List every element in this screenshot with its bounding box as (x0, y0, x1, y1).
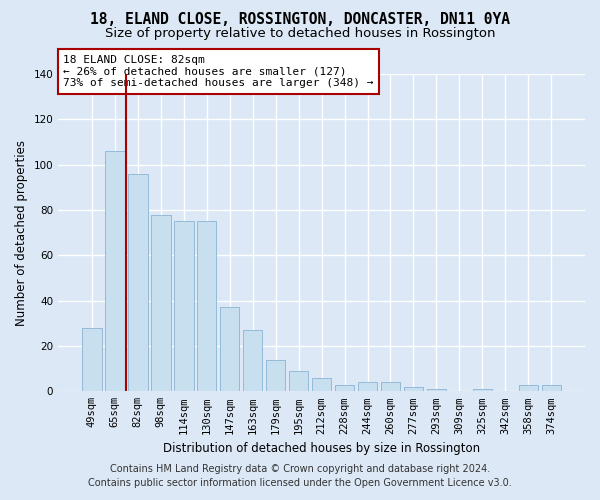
Bar (542, 384, 561, 392)
Bar (151, 214, 170, 392)
X-axis label: Distribution of detached houses by size in Rossington: Distribution of detached houses by size … (163, 442, 480, 455)
Bar (82, 328, 101, 392)
Text: Contains HM Land Registry data © Crown copyright and database right 2024.
Contai: Contains HM Land Registry data © Crown c… (88, 464, 512, 487)
Bar (404, 387, 423, 392)
Text: 18 ELAND CLOSE: 82sqm
← 26% of detached houses are smaller (127)
73% of semi-det: 18 ELAND CLOSE: 82sqm ← 26% of detached … (64, 55, 374, 88)
Bar (335, 384, 355, 392)
Bar (473, 389, 492, 392)
Text: 18, ELAND CLOSE, ROSSINGTON, DONCASTER, DN11 0YA: 18, ELAND CLOSE, ROSSINGTON, DONCASTER, … (90, 12, 510, 28)
Bar (518, 384, 538, 392)
Bar (128, 174, 148, 392)
Bar (427, 389, 446, 392)
Bar (289, 371, 308, 392)
Bar (358, 382, 377, 392)
Bar (174, 222, 194, 392)
Bar (312, 378, 331, 392)
Bar (243, 330, 262, 392)
Bar (266, 360, 286, 392)
Bar (197, 222, 217, 392)
Bar (105, 151, 125, 392)
Text: Size of property relative to detached houses in Rossington: Size of property relative to detached ho… (105, 28, 495, 40)
Y-axis label: Number of detached properties: Number of detached properties (15, 140, 28, 326)
Bar (220, 308, 239, 392)
Bar (381, 382, 400, 392)
